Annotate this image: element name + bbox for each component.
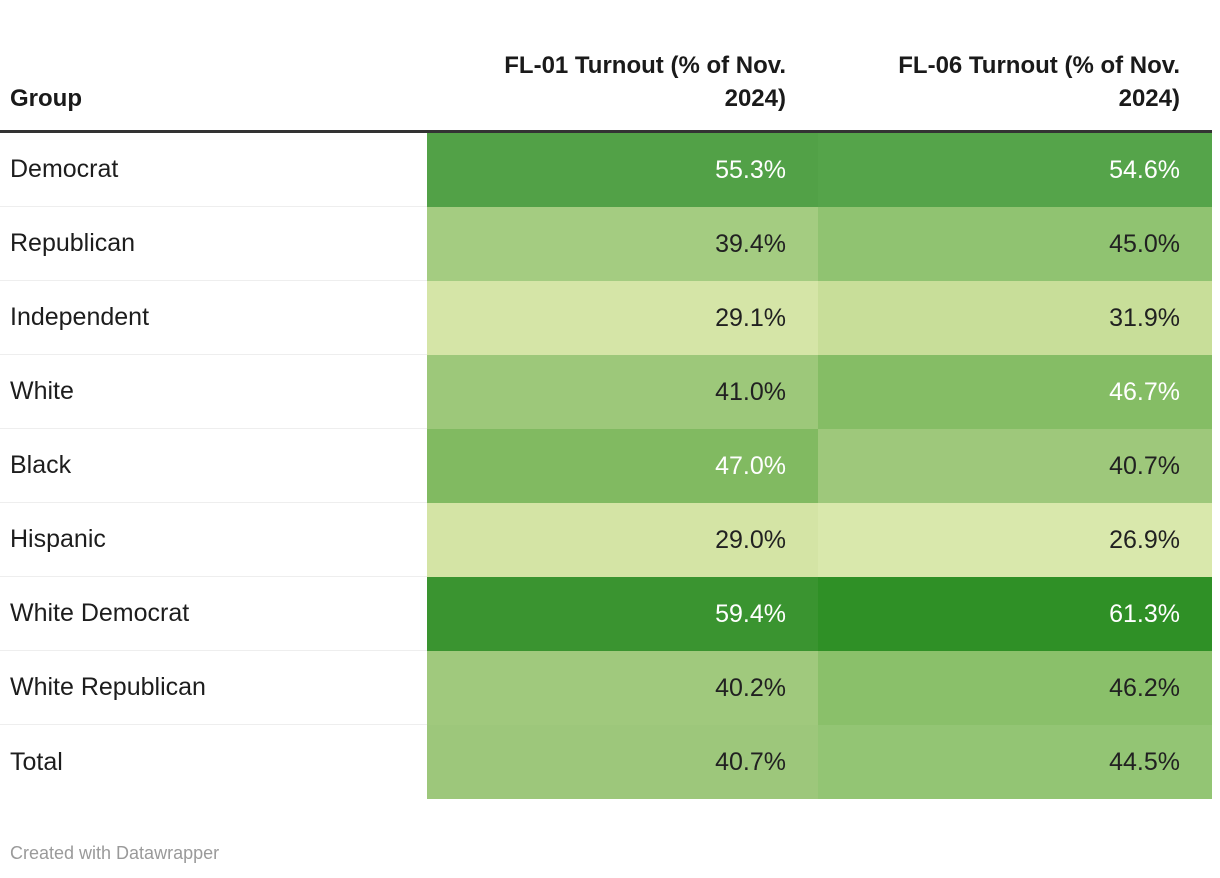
table-row: White Democrat 59.4% 61.3% (0, 577, 1212, 651)
table-row: Democrat 55.3% 54.6% (0, 133, 1212, 207)
fl01-value-cell: 40.2% (427, 651, 818, 725)
table-row: White Republican 40.2% 46.2% (0, 651, 1212, 725)
datawrapper-attribution-link[interactable]: Created with Datawrapper (10, 843, 220, 863)
column-header-fl01-label: FL-01 Turnout (% of Nov. 2024) (504, 52, 786, 112)
fl06-value-cell: 46.2% (818, 651, 1212, 725)
group-cell: Independent (0, 281, 427, 355)
fl01-value-cell: 41.0% (427, 355, 818, 429)
fl06-value-cell: 54.6% (818, 133, 1212, 207)
turnout-table: Group FL-01 Turnout (% of Nov. 2024) FL-… (0, 0, 1212, 799)
group-cell: Republican (0, 207, 427, 281)
fl06-value-cell: 61.3% (818, 577, 1212, 651)
group-cell: Hispanic (0, 503, 427, 577)
table-body: Democrat 55.3% 54.6% Republican 39.4% 45… (0, 133, 1212, 799)
fl06-value-cell: 45.0% (818, 207, 1212, 281)
fl06-value-cell: 46.7% (818, 355, 1212, 429)
fl06-value-cell: 40.7% (818, 429, 1212, 503)
fl01-value-cell: 29.1% (427, 281, 818, 355)
attribution-footer: Created with Datawrapper (0, 843, 1220, 864)
fl06-value-cell: 31.9% (818, 281, 1212, 355)
fl01-value-cell: 47.0% (427, 429, 818, 503)
table-row: Total 40.7% 44.5% (0, 725, 1212, 799)
table-row: White 41.0% 46.7% (0, 355, 1212, 429)
group-cell: Black (0, 429, 427, 503)
table-header-row: Group FL-01 Turnout (% of Nov. 2024) FL-… (0, 0, 1212, 133)
column-header-fl01: FL-01 Turnout (% of Nov. 2024) (427, 49, 818, 130)
fl01-value-cell: 39.4% (427, 207, 818, 281)
group-cell: Democrat (0, 133, 427, 207)
table-row: Republican 39.4% 45.0% (0, 207, 1212, 281)
table-row: Independent 29.1% 31.9% (0, 281, 1212, 355)
fl01-value-cell: 55.3% (427, 133, 818, 207)
fl06-value-cell: 26.9% (818, 503, 1212, 577)
fl01-value-cell: 29.0% (427, 503, 818, 577)
table-row: Hispanic 29.0% 26.9% (0, 503, 1212, 577)
column-header-fl06: FL-06 Turnout (% of Nov. 2024) (818, 49, 1212, 130)
group-cell: White (0, 355, 427, 429)
fl01-value-cell: 40.7% (427, 725, 818, 799)
group-cell: White Republican (0, 651, 427, 725)
group-cell: White Democrat (0, 577, 427, 651)
fl01-value-cell: 59.4% (427, 577, 818, 651)
fl06-value-cell: 44.5% (818, 725, 1212, 799)
table-row: Black 47.0% 40.7% (0, 429, 1212, 503)
group-cell: Total (0, 725, 427, 799)
column-header-fl06-label: FL-06 Turnout (% of Nov. 2024) (898, 52, 1180, 112)
column-header-group: Group (10, 85, 82, 112)
